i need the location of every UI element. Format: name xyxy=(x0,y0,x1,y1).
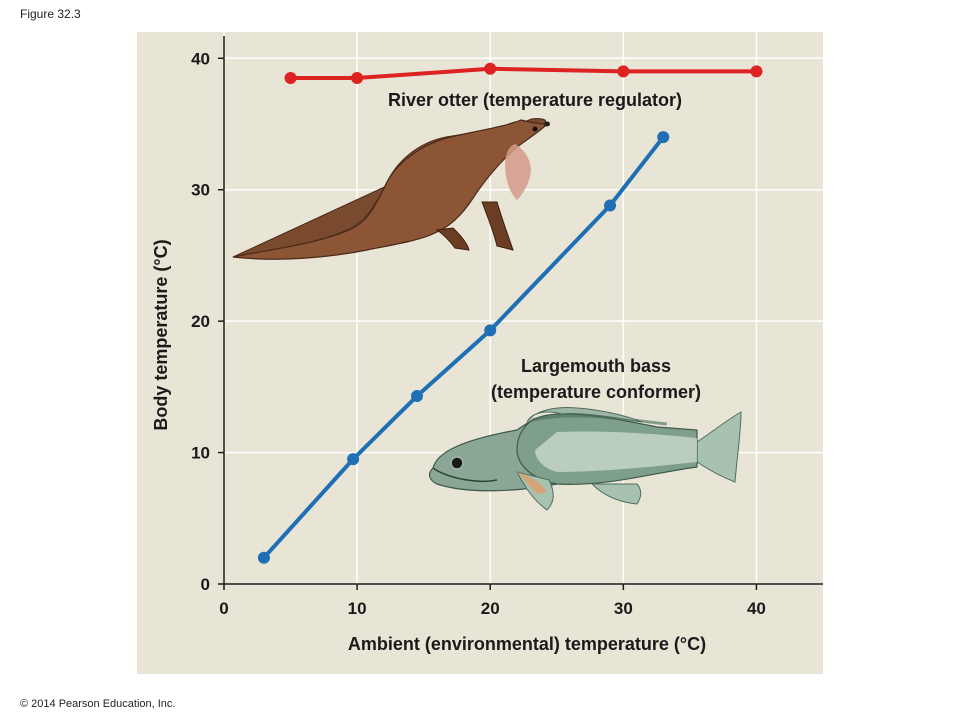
x-tick-label-2: 20 xyxy=(481,599,500,618)
bass-point-3 xyxy=(484,324,497,337)
x-tick-label-4: 40 xyxy=(747,599,766,618)
chart-panel: 0 10 20 30 40 0 10 20 30 40 Ambient (environmenta… xyxy=(137,32,823,674)
y-tick-label-4: 40 xyxy=(191,49,210,68)
y-tick-label-3: 30 xyxy=(191,181,210,200)
bass-series-label-line2: (temperature conformer) xyxy=(491,382,701,402)
y-axis-title: Body temperature (°C) xyxy=(151,239,171,430)
river-otter-illustration xyxy=(232,118,550,260)
otter-series-label: River otter (temperature regulator) xyxy=(388,90,682,110)
bass-point-0 xyxy=(257,551,270,564)
ticks: 0 10 20 30 40 0 10 20 30 40 xyxy=(191,49,766,618)
series xyxy=(257,62,763,564)
otter-point-0 xyxy=(284,72,297,84)
x-tick-label-0: 0 xyxy=(219,599,228,618)
otter-point-2 xyxy=(484,62,497,75)
bass-series-label-line1: Largemouth bass xyxy=(521,356,671,376)
otter-point-4 xyxy=(750,65,763,78)
bass-point-5 xyxy=(657,131,670,144)
x-tick-label-1: 10 xyxy=(348,599,367,618)
bass-point-2 xyxy=(411,390,424,403)
x-axis-title: Ambient (environmental) temperature (°C) xyxy=(348,634,706,654)
otter-point-1 xyxy=(351,72,364,84)
axes xyxy=(223,36,823,585)
y-tick-label-2: 20 xyxy=(191,312,210,331)
otter-point-3 xyxy=(617,65,630,78)
figure-label: Figure 32.3 xyxy=(20,7,81,21)
copyright-notice: © 2014 Pearson Education, Inc. xyxy=(20,698,176,710)
bass-point-4 xyxy=(604,199,617,212)
bass-series-line xyxy=(262,135,665,560)
largemouth-bass-illustration xyxy=(428,407,742,511)
x-tick-label-3: 30 xyxy=(614,599,633,618)
chart: 0 10 20 30 40 0 10 20 30 40 Ambient (environmenta… xyxy=(151,32,823,654)
y-tick-label-1: 10 xyxy=(191,444,210,463)
y-tick-label-0: 0 xyxy=(201,575,210,594)
bass-point-1 xyxy=(347,453,360,466)
